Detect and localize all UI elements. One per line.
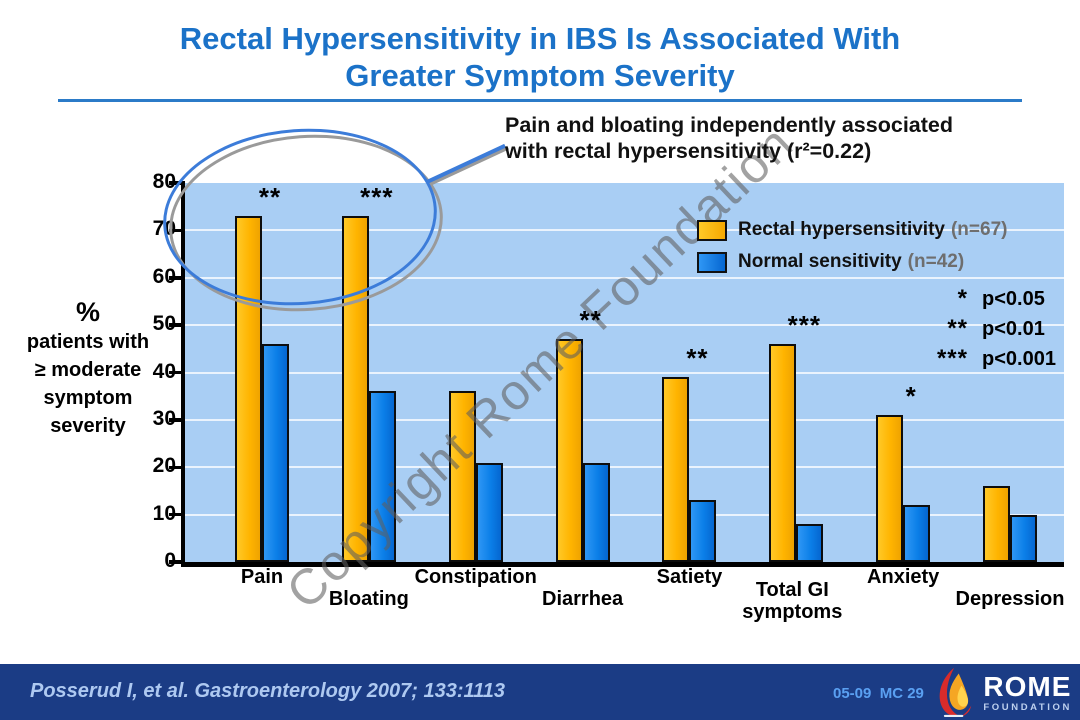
legend-label: Rectal hypersensitivity bbox=[738, 219, 945, 240]
legend-label: Normal sensitivity bbox=[738, 251, 902, 272]
gridline bbox=[185, 371, 1064, 374]
legend-item-normal-sensitivity: Normal sensitivity (n=42) bbox=[697, 246, 1007, 278]
annotation-line-1: Pain and bloating independently associat… bbox=[505, 113, 953, 137]
y-tick-mark bbox=[169, 465, 181, 469]
bar-rectal-hypersensitivity-pain bbox=[235, 216, 262, 562]
bar-normal-sensitivity-depression bbox=[1010, 514, 1038, 562]
legend-n-count: (n=42) bbox=[907, 251, 965, 272]
y-tick-mark bbox=[169, 512, 181, 517]
citation-text: Posserud I, et al. Gastroenterology 2007… bbox=[30, 680, 506, 702]
y-tick-label: 70 bbox=[152, 217, 176, 241]
annotation-line-2: with rectal hypersensitivity (r²=0.22) bbox=[505, 139, 872, 163]
slide-code: 05-09 MC 29 bbox=[833, 685, 924, 702]
y-tick-label: 50 bbox=[152, 312, 176, 336]
logo-subtitle: FOUNDATION bbox=[983, 702, 1072, 713]
bar-normal-sensitivity-anxiety bbox=[903, 505, 931, 562]
x-axis-line bbox=[181, 562, 1064, 567]
x-axis-label-satiety: Satiety bbox=[656, 566, 723, 588]
y-tick-mark bbox=[169, 181, 181, 185]
significance-marker-total-gi-symptoms: *** bbox=[787, 310, 821, 341]
logo-name: ROME bbox=[983, 671, 1072, 702]
y-tick-mark bbox=[169, 276, 181, 280]
flame-icon bbox=[940, 667, 972, 718]
bar-normal-sensitivity-satiety bbox=[689, 500, 717, 562]
bar-rectal-hypersensitivity-diarrhea bbox=[555, 339, 583, 562]
bar-rectal-hypersensitivity-satiety bbox=[662, 377, 690, 562]
y-axis-title-line: severity bbox=[50, 415, 126, 437]
bar-normal-sensitivity-diarrhea bbox=[582, 462, 610, 562]
y-axis-title-line: symptom bbox=[43, 387, 133, 409]
y-axis-title: % patients with ≥ moderate symptom sever… bbox=[8, 296, 168, 440]
y-axis-line bbox=[181, 181, 185, 565]
bar-rectal-hypersensitivity-bloating bbox=[341, 216, 369, 562]
gridline bbox=[185, 466, 1064, 469]
legend-swatch-yellow bbox=[697, 219, 727, 241]
callout-connector-line bbox=[426, 143, 506, 184]
footer-bar: Posserud I, et al. Gastroenterology 2007… bbox=[0, 664, 1080, 720]
bar-rectal-hypersensitivity-anxiety bbox=[876, 415, 904, 562]
chart-legend: Rectal hypersensitivity (n=67) Normal se… bbox=[697, 214, 1007, 278]
legend-item-rectal-hypersensitivity: Rectal hypersensitivity (n=67) bbox=[697, 214, 1007, 246]
gridline bbox=[185, 229, 1064, 232]
annotation-callout-text: Pain and bloating independently associat… bbox=[505, 112, 1050, 164]
significance-marker-diarrhea: ** bbox=[579, 305, 602, 336]
y-tick-label: 30 bbox=[152, 406, 176, 430]
bar-rectal-hypersensitivity-total-gi-symptoms bbox=[769, 344, 797, 562]
title-line-1: Rectal Hypersensitivity in IBS Is Associ… bbox=[179, 21, 901, 56]
p-value-stars: *** bbox=[936, 345, 968, 372]
y-tick-label: 10 bbox=[152, 501, 176, 525]
bar-rectal-hypersensitivity-constipation bbox=[448, 391, 476, 562]
p-value-label: p<0.05 bbox=[982, 287, 1045, 310]
significance-marker-pain: ** bbox=[258, 182, 282, 213]
y-axis-title-line: patients with bbox=[26, 331, 150, 353]
p-value-stars: * bbox=[957, 285, 968, 312]
rome-foundation-logo: ROME FOUNDATION bbox=[936, 667, 1072, 719]
y-axis-title-line: % bbox=[75, 297, 100, 327]
y-tick-label: 20 bbox=[152, 454, 176, 478]
title-line-2: Greater Symptom Severity bbox=[345, 58, 735, 93]
y-tick-mark bbox=[169, 370, 181, 375]
bar-normal-sensitivity-constipation bbox=[475, 462, 503, 562]
y-tick-label: 60 bbox=[152, 264, 176, 288]
logo-text: ROME FOUNDATION bbox=[983, 671, 1072, 714]
gridline bbox=[185, 513, 1064, 516]
x-axis-label-diarrhea: Diarrhea bbox=[542, 588, 624, 610]
gridline bbox=[185, 324, 1064, 327]
significance-marker-anxiety: * bbox=[905, 381, 917, 412]
x-axis-label-constipation: Constipation bbox=[414, 566, 537, 588]
significance-marker-bloating: *** bbox=[360, 182, 394, 213]
legend-n-count: (n=67) bbox=[950, 219, 1008, 240]
y-tick-label: 80 bbox=[152, 170, 176, 193]
p-value-key: * p<0.05 ** p<0.01 *** p<0.001 bbox=[916, 284, 1056, 374]
gridline bbox=[185, 418, 1064, 421]
x-axis-label-total-gi-symptoms: Total GI symptoms bbox=[742, 579, 843, 623]
bar-rectal-hypersensitivity-depression bbox=[983, 486, 1011, 562]
y-tick-mark bbox=[169, 228, 181, 233]
p-value-row: * p<0.05 bbox=[916, 284, 1056, 314]
x-axis-label-anxiety: Anxiety bbox=[867, 566, 940, 588]
p-value-row: *** p<0.001 bbox=[916, 344, 1056, 374]
x-axis-label-bloating: Bloating bbox=[328, 588, 409, 610]
bar-normal-sensitivity-total-gi-symptoms bbox=[796, 524, 824, 562]
y-tick-mark bbox=[169, 323, 181, 327]
y-tick-label: 0 bbox=[164, 549, 176, 572]
y-tick-mark bbox=[169, 560, 181, 564]
title-underline bbox=[58, 99, 1022, 102]
p-value-row: ** p<0.01 bbox=[916, 314, 1056, 344]
bar-normal-sensitivity-bloating bbox=[368, 391, 396, 562]
x-axis-label-depression: Depression bbox=[955, 588, 1065, 610]
p-value-stars: ** bbox=[947, 315, 968, 342]
legend-swatch-blue bbox=[697, 251, 727, 273]
p-value-label: p<0.01 bbox=[982, 317, 1045, 340]
y-axis-title-line: ≥ moderate bbox=[34, 359, 142, 381]
significance-marker-satiety: ** bbox=[686, 343, 709, 374]
y-tick-label: 40 bbox=[152, 359, 176, 383]
gridline bbox=[185, 276, 1064, 279]
page-title: Rectal Hypersensitivity in IBS Is Associ… bbox=[0, 20, 1080, 94]
y-tick-mark bbox=[169, 418, 181, 422]
bar-normal-sensitivity-pain bbox=[262, 344, 289, 562]
p-value-label: p<0.001 bbox=[982, 347, 1056, 370]
x-axis-label-pain: Pain bbox=[240, 566, 284, 588]
